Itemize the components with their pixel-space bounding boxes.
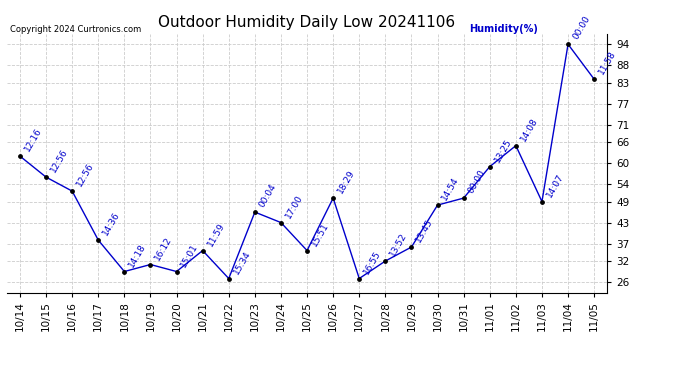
Text: 17:00: 17:00 (284, 193, 304, 220)
Text: 13:52: 13:52 (388, 231, 408, 258)
Point (119, 268, 130, 274)
Point (562, 41, 573, 47)
Point (354, 276, 365, 282)
Text: 15:51: 15:51 (310, 221, 331, 248)
Text: 12:56: 12:56 (75, 162, 96, 188)
Text: 16:12: 16:12 (153, 235, 174, 262)
Point (302, 248, 313, 254)
Text: 16:55: 16:55 (362, 249, 383, 276)
Text: 11:59: 11:59 (206, 221, 226, 248)
Point (328, 195, 339, 201)
Point (14, 153, 26, 159)
Text: 11:58: 11:58 (597, 50, 618, 76)
Text: 14:54: 14:54 (440, 176, 461, 202)
Text: 18:29: 18:29 (336, 168, 357, 195)
Text: 12:16: 12:16 (23, 126, 43, 153)
Point (458, 195, 469, 201)
Point (380, 258, 391, 264)
Text: 14:07: 14:07 (544, 172, 565, 199)
Text: 13:45: 13:45 (414, 217, 435, 244)
Point (171, 268, 182, 274)
Point (249, 209, 260, 215)
Text: 00:04: 00:04 (257, 183, 278, 209)
Point (41, 174, 52, 180)
Text: 00:00: 00:00 (466, 168, 487, 195)
Text: 12:56: 12:56 (49, 147, 70, 174)
Text: 00:00: 00:00 (571, 15, 591, 42)
Text: 13:25: 13:25 (493, 137, 513, 164)
Text: Copyright 2024 Curtronics.com: Copyright 2024 Curtronics.com (10, 25, 141, 34)
Point (67, 188, 78, 194)
Text: 15:34: 15:34 (232, 249, 253, 276)
Point (275, 220, 286, 226)
Text: 15:01: 15:01 (179, 242, 200, 269)
Title: Outdoor Humidity Daily Low 20241106: Outdoor Humidity Daily Low 20241106 (159, 15, 455, 30)
Point (145, 261, 156, 267)
Point (197, 248, 208, 254)
Point (432, 202, 443, 208)
Point (224, 276, 235, 282)
Text: 14:08: 14:08 (519, 116, 540, 143)
Text: Humidity(%): Humidity(%) (469, 24, 538, 34)
Text: 14:18: 14:18 (127, 242, 148, 269)
Point (536, 199, 547, 205)
Point (589, 76, 600, 82)
Point (406, 244, 417, 250)
Text: 14:36: 14:36 (101, 210, 121, 237)
Point (511, 142, 522, 148)
Point (484, 164, 495, 170)
Point (92, 237, 104, 243)
